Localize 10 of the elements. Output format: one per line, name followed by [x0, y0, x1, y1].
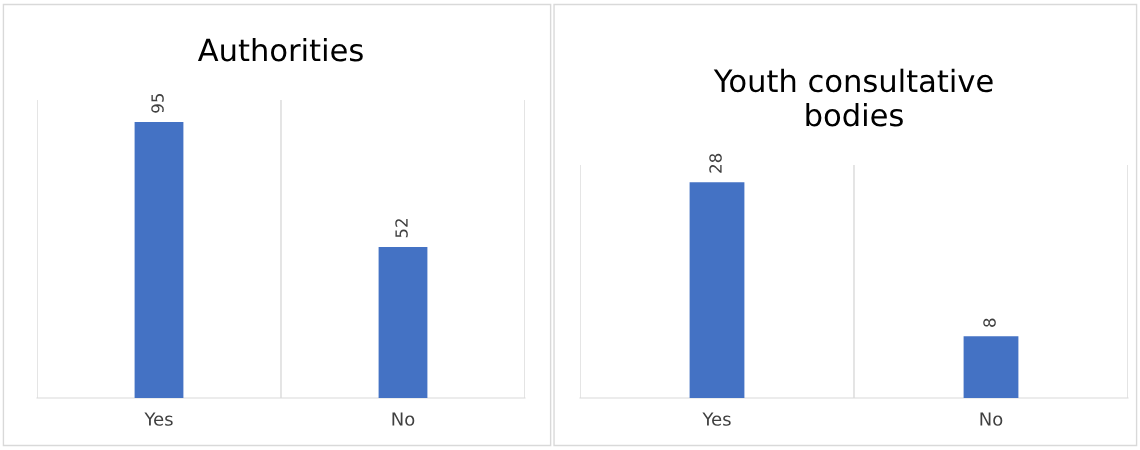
- chart-title: Authorities: [197, 37, 363, 62]
- chart-title: Youth consultative bodies: [713, 68, 993, 127]
- x-tick-label: Yes: [702, 412, 731, 426]
- x-tick-label: No: [392, 412, 415, 426]
- data-label: 95: [151, 93, 164, 113]
- data-label: 8: [983, 318, 996, 327]
- x-tick-label: No: [980, 412, 1003, 426]
- data-label: 28: [709, 153, 722, 173]
- x-tick-label: Yes: [144, 412, 173, 426]
- data-label: 52: [395, 219, 408, 238]
